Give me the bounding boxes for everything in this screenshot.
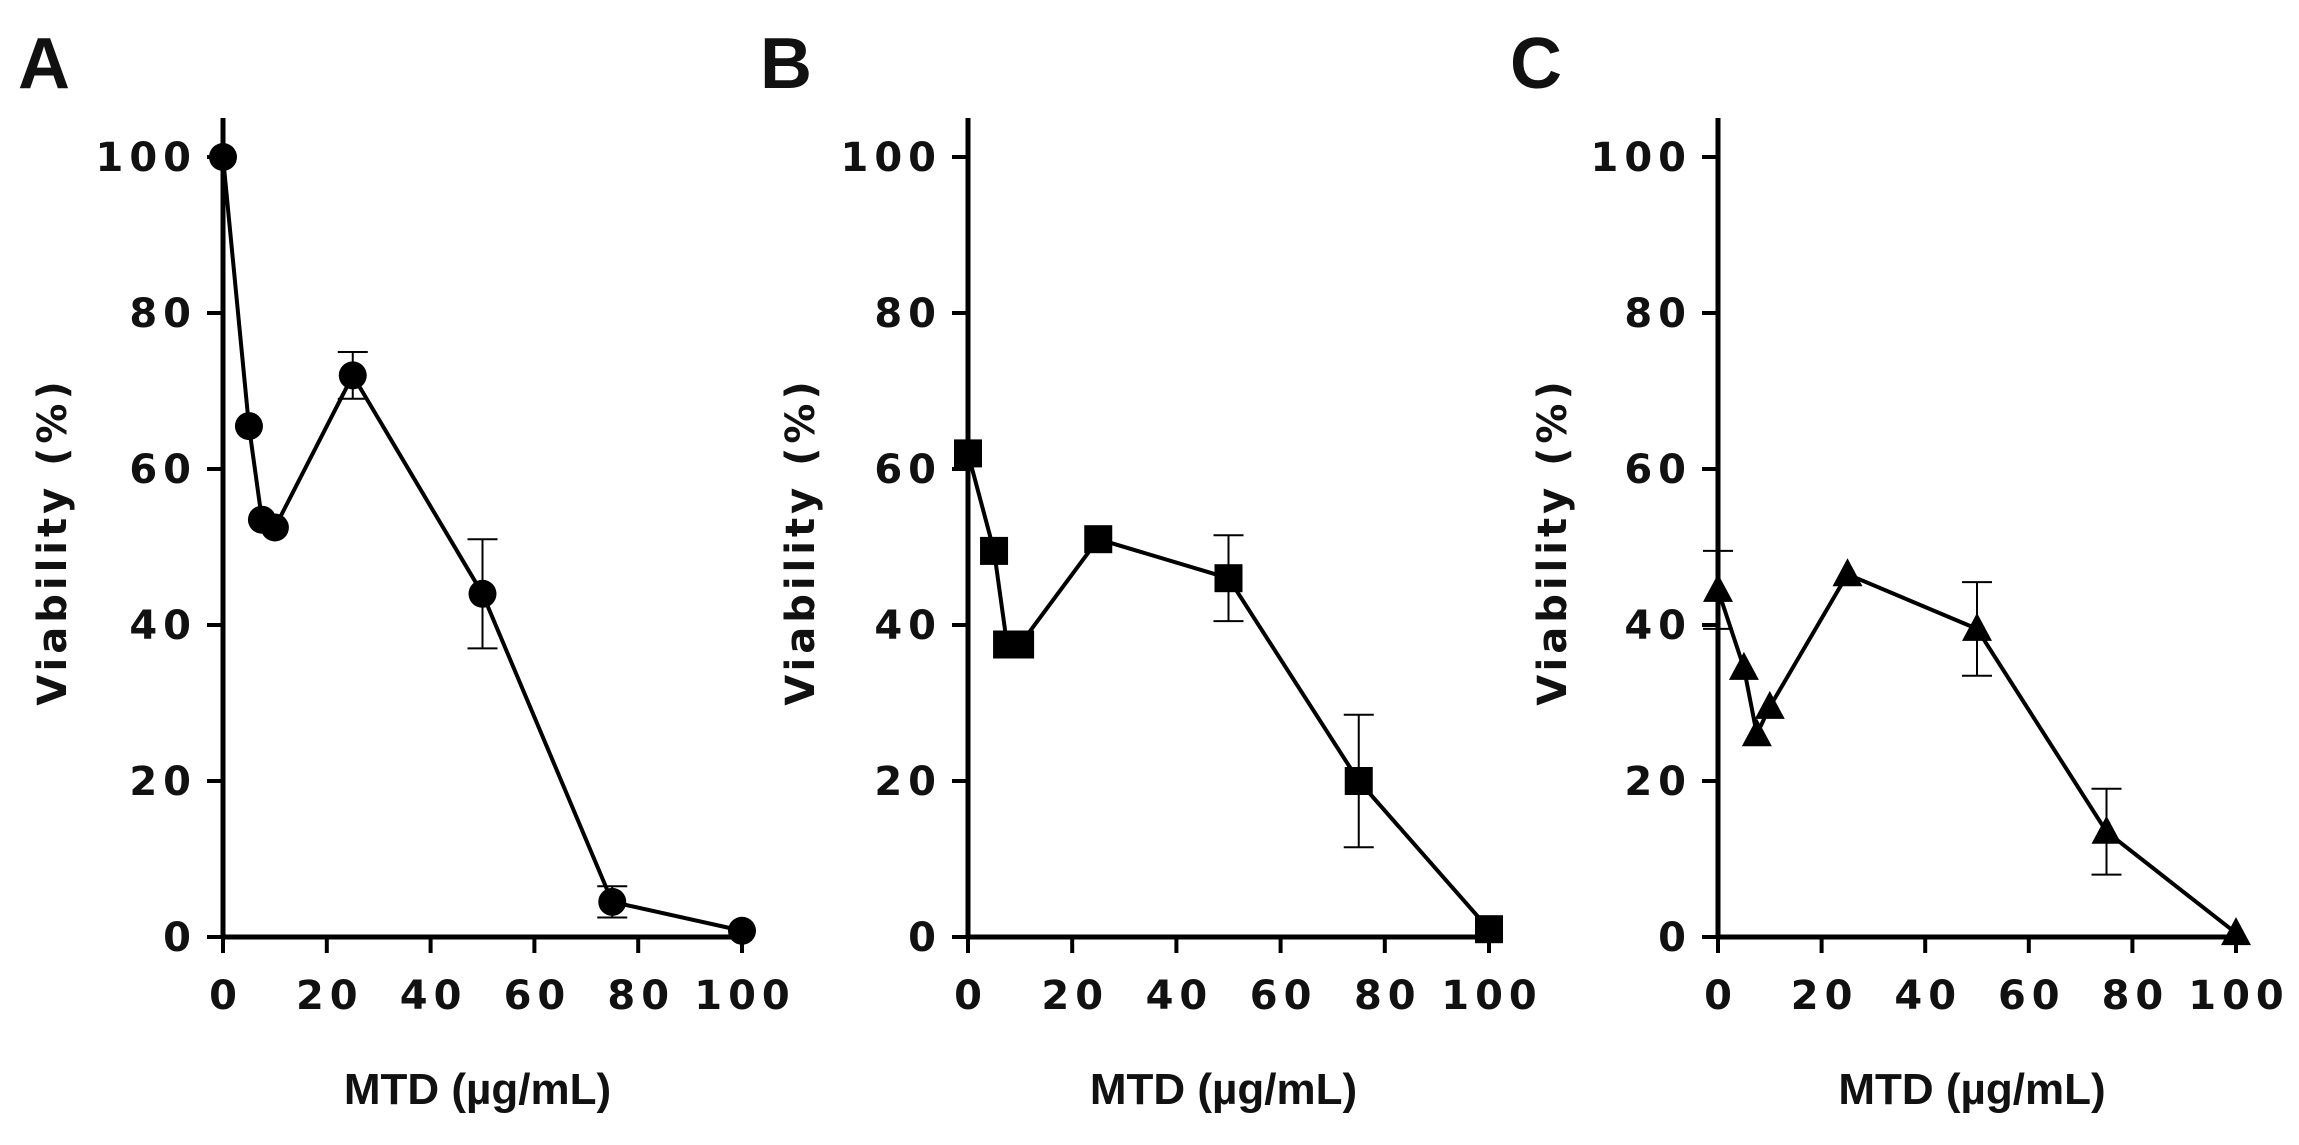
x-tick-label: 100 — [2188, 973, 2290, 1019]
y-tick-label: 100 — [841, 135, 943, 181]
data-point — [338, 361, 367, 390]
data-point — [2091, 815, 2122, 844]
y-tick-label: 80 — [1624, 291, 1692, 337]
x-tick-label: 100 — [694, 973, 796, 1019]
x-tick-label: 80 — [607, 973, 675, 1019]
data-point — [1084, 525, 1113, 554]
data-point — [1832, 558, 1863, 587]
x-axis-title: MTD (µg/mL) — [1838, 1065, 2105, 1114]
data-point — [1962, 612, 1992, 641]
data-point — [234, 412, 263, 441]
x-tick-label: 60 — [504, 973, 572, 1019]
x-tick-label: 40 — [1894, 973, 1962, 1019]
x-tick-label: 60 — [1998, 973, 2066, 1019]
panel-letter: C — [1510, 24, 1562, 104]
x-tick-label: 80 — [1354, 973, 1422, 1019]
series-line — [221, 156, 743, 933]
data-point — [2221, 917, 2251, 946]
y-tick-label: 100 — [96, 135, 198, 181]
data-point — [598, 887, 627, 916]
y-tick-label: 60 — [874, 447, 942, 493]
panel-letter: B — [760, 24, 812, 104]
data-point — [980, 536, 1009, 565]
y-tick-label: 20 — [1624, 759, 1692, 805]
x-tick-label: 0 — [1704, 973, 1738, 1019]
y-tick-label: 0 — [1658, 915, 1692, 961]
x-tick-label: 0 — [209, 973, 243, 1019]
data-point — [1344, 767, 1373, 795]
x-tick-label: 60 — [1250, 973, 1318, 1019]
data-point — [209, 143, 237, 171]
x-tick-label: 20 — [1041, 973, 1109, 1019]
data-point — [260, 513, 289, 542]
y-tick-label: 60 — [1624, 447, 1692, 493]
data-point — [728, 916, 756, 945]
x-tick-label: 100 — [1441, 973, 1543, 1019]
panel-b: B 0 20 40 60 80 100 0 20 40 60 80 100 MTD (µg/mL) Viab… — [760, 24, 1543, 1114]
data-point — [468, 579, 497, 608]
y-tick-label: 100 — [1591, 135, 1693, 181]
y-tick-label: 60 — [129, 447, 197, 493]
data-point — [1703, 573, 1733, 602]
panel-c: C 0 20 40 60 80 100 0 20 40 60 80 100 MTD (µg/mL) Viab… — [1510, 24, 2290, 1114]
y-tick-label: 40 — [1624, 603, 1692, 649]
x-tick-label: 20 — [296, 973, 364, 1019]
x-axis-title: MTD (µg/mL) — [344, 1065, 611, 1114]
y-tick-label: 80 — [874, 291, 942, 337]
y-axis-title: Viability (%) — [778, 377, 824, 705]
y-tick-label: 20 — [874, 759, 942, 805]
y-axis-title: Viability (%) — [30, 377, 76, 705]
y-tick-label: 40 — [874, 603, 942, 649]
panel-letter: A — [18, 24, 70, 104]
y-tick-label: 20 — [129, 759, 197, 805]
x-tick-label: 20 — [1791, 973, 1859, 1019]
x-tick-label: 40 — [400, 973, 468, 1019]
data-point — [1754, 690, 1785, 719]
data-point — [954, 439, 982, 468]
y-tick-label: 0 — [908, 915, 942, 961]
x-tick-label: 0 — [954, 973, 988, 1019]
panel-a: A 0 20 40 60 80 100 0 20 40 60 80 100 MTD (µg/mL) Viab… — [18, 24, 796, 1114]
x-tick-label: 40 — [1146, 973, 1214, 1019]
data-point — [1475, 915, 1503, 944]
data-point — [1006, 630, 1035, 659]
y-tick-label: 80 — [129, 291, 197, 337]
data-point — [1741, 718, 1772, 747]
y-tick-label: 40 — [129, 603, 197, 649]
x-tick-label: 80 — [2102, 973, 2170, 1019]
x-axis-title: MTD (µg/mL) — [1090, 1065, 1357, 1114]
y-axis-title: Viability (%) — [1530, 377, 1576, 705]
y-tick-label: 0 — [163, 915, 197, 961]
data-point — [1728, 651, 1759, 680]
series-line — [966, 452, 1491, 931]
data-point — [1214, 564, 1243, 593]
